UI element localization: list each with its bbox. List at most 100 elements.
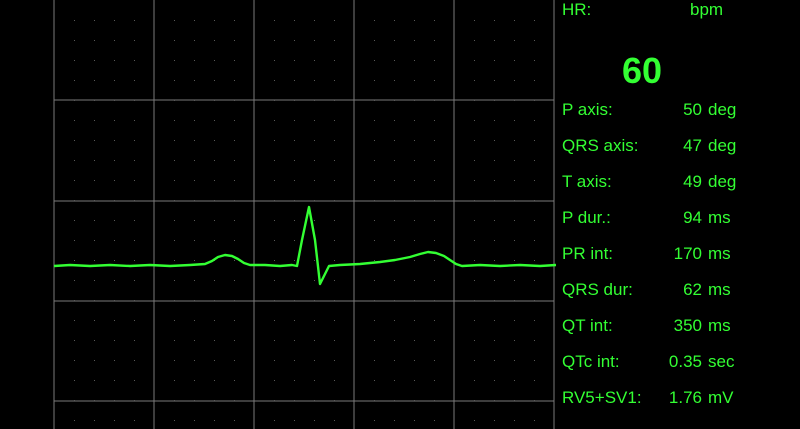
grid-dot [474,280,475,281]
grid-dot [274,80,275,81]
grid-dot [74,420,75,421]
grid-dot [494,360,495,361]
grid-dot [234,80,235,81]
grid-dot [194,360,195,361]
grid-dot [74,180,75,181]
grid-dot [534,280,535,281]
grid-dot [114,60,115,61]
grid-dot [494,40,495,41]
grid-dot [114,340,115,341]
grid-dot [114,100,115,101]
grid-dot [294,200,295,201]
grid-dot [94,160,95,161]
measurement-unit: mV [708,388,734,407]
grid-dot [134,80,135,81]
grid-dot [434,80,435,81]
grid-dot [314,140,315,141]
grid-dot [414,100,415,101]
grid-dot [114,280,115,281]
grid-dot [94,220,95,221]
grid-dot [294,120,295,121]
grid-dot [334,20,335,21]
grid-dot [74,320,75,321]
grid-dot [374,120,375,121]
measurement-unit: ms [708,208,731,227]
grid-dot [94,420,95,421]
grid-dot [214,80,215,81]
grid-dot [334,100,335,101]
grid-dot [474,260,475,261]
grid-dot [314,80,315,81]
grid-dot [274,340,275,341]
grid-dot [394,20,395,21]
grid-dot [274,360,275,361]
grid-dot [274,300,275,301]
grid-dot [334,300,335,301]
grid-dot [514,280,515,281]
grid-dot [434,100,435,101]
grid-dot [374,200,375,201]
grid-dot [74,160,75,161]
grid-dot [394,280,395,281]
grid-dot [334,140,335,141]
grid-dot [274,60,275,61]
grid-dot [314,320,315,321]
grid-dot [194,400,195,401]
grid-dot [294,140,295,141]
grid-dot [334,160,335,161]
grid-dot [494,60,495,61]
grid-dot [234,320,235,321]
measurement-readout-panel: HR: bpm 60 P axis: 50 deg QRS axis: 47 d… [556,0,800,429]
grid-dot [194,300,195,301]
grid-dot [174,200,175,201]
grid-dot [534,120,535,121]
measurement-unit: sec [708,352,735,371]
grid-dot [334,260,335,261]
grid-dot [534,420,535,421]
grid-dot [234,340,235,341]
grid-dot [174,400,175,401]
grid-dot [234,240,235,241]
grid-dot [114,420,115,421]
grid-dot [414,80,415,81]
grid-dot [214,340,215,341]
grid-dot [494,160,495,161]
grid-dot [414,260,415,261]
grid-dot [414,280,415,281]
grid-dot [374,400,375,401]
grid-dot [294,180,295,181]
grid-dot [274,220,275,221]
grid-dot [474,400,475,401]
grid-dot [174,300,175,301]
grid-dot [234,280,235,281]
grid-dot [494,80,495,81]
grid-dot [114,120,115,121]
grid-dot [334,340,335,341]
measurement-unit: ms [708,244,731,263]
grid-dot [534,200,535,201]
grid-dot [134,360,135,361]
grid-dot [214,300,215,301]
grid-dot [314,20,315,21]
grid-dot [534,340,535,341]
measurement-value: 170 [673,244,702,263]
grid-dot [434,220,435,221]
grid-dot [334,120,335,121]
grid-dot [434,280,435,281]
grid-dot [174,80,175,81]
grid-dot [234,160,235,161]
grid-dot [174,380,175,381]
grid-dot [474,420,475,421]
grid-dot [234,20,235,21]
grid-dot [494,380,495,381]
grid-dot [394,360,395,361]
grid-dot [414,200,415,201]
grid-dot [514,260,515,261]
grid-dot [494,140,495,141]
grid-dot [514,160,515,161]
grid-dot [214,420,215,421]
grid-dot [194,80,195,81]
grid-dot [174,360,175,361]
grid-dot [294,280,295,281]
grid-dot [374,420,375,421]
